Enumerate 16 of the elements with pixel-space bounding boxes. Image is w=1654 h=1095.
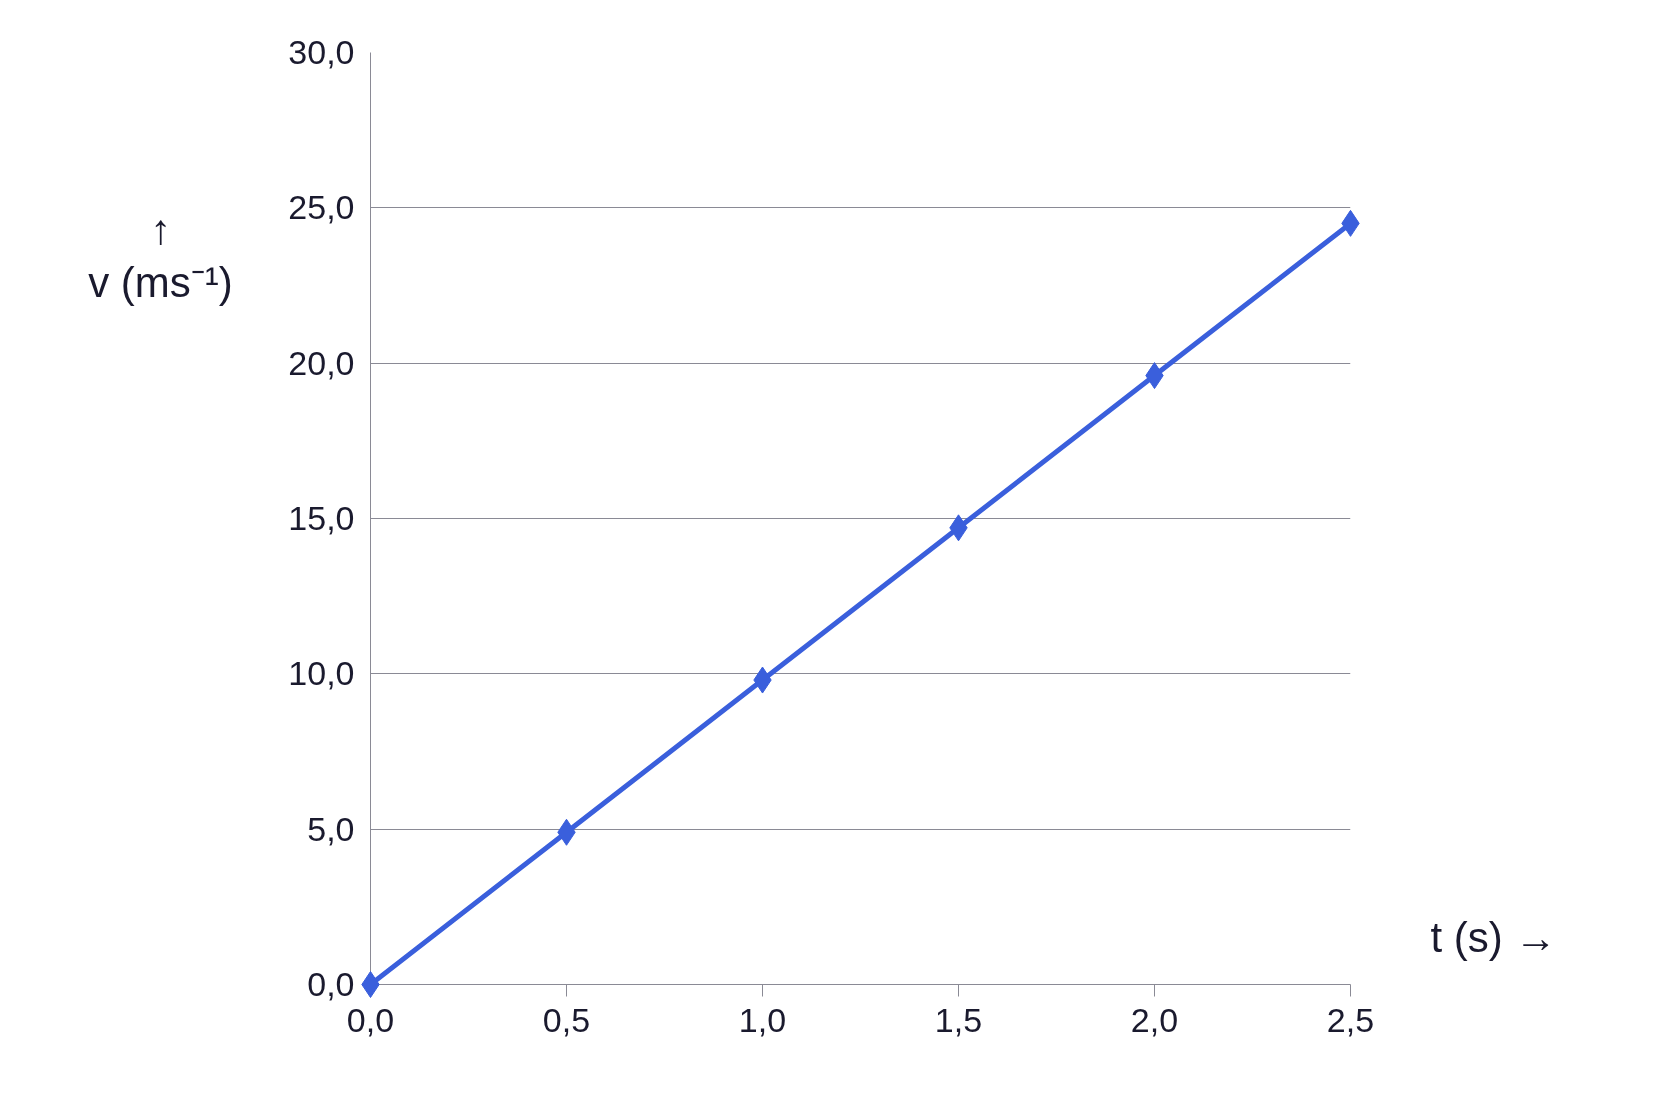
y-tick-label: 20,0 xyxy=(288,343,355,382)
y-axis-title: ↑ v (ms⁻¹) xyxy=(88,206,233,306)
x-tick-label: 1,5 xyxy=(934,1000,983,1039)
x-tick-label: 2,0 xyxy=(1130,1000,1179,1039)
x-tick-label: 0,5 xyxy=(542,1000,591,1039)
y-tick-label: 0,0 xyxy=(307,965,355,1003)
point xyxy=(361,971,380,998)
y-tick-label: 25,0 xyxy=(288,188,355,227)
x-tick-label: 1,0 xyxy=(738,1000,787,1039)
y-tick-label: 5,0 xyxy=(307,809,355,848)
y-tick-label: 15,0 xyxy=(288,499,355,537)
x-tick-label: 2,5 xyxy=(1326,1000,1375,1039)
y-tick-label: 10,0 xyxy=(288,654,355,693)
x-tick-label: 0,0 xyxy=(346,1000,395,1039)
x-axis-title: t (s) → xyxy=(1430,914,1557,962)
y-tick-label: 30,0 xyxy=(288,33,355,71)
